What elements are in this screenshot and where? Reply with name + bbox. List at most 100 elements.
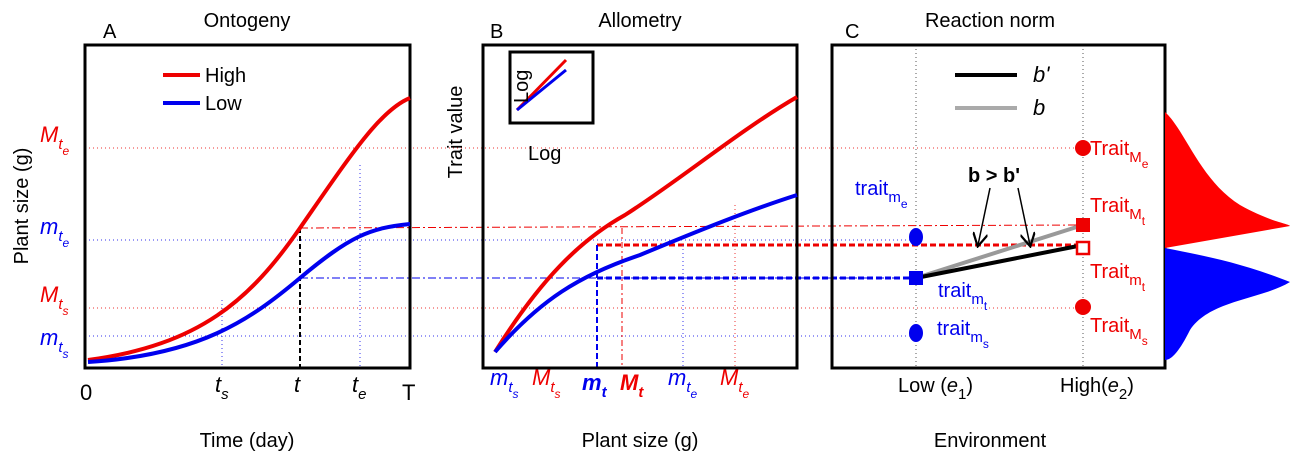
x-tick-label: Mte (720, 365, 750, 401)
label-part: 2 (1119, 386, 1127, 403)
curve-low (493, 193, 798, 354)
label-part: e (358, 386, 366, 403)
label-part: M (40, 122, 59, 147)
label-part: M (1129, 206, 1142, 223)
norm-b-prime (915, 243, 1084, 280)
label-part: t (58, 339, 63, 356)
panel-title: Allometry (598, 10, 681, 32)
y-tick-label: mte (40, 214, 70, 250)
label-part: t (984, 299, 988, 313)
label-part: m (40, 214, 58, 239)
x-tick-label: High(e2) (1060, 375, 1134, 403)
label-part: m (668, 365, 686, 390)
label-part: t (352, 372, 359, 397)
x-tick-label: mte (668, 365, 698, 401)
legend-label: b (1033, 95, 1045, 120)
label-part: m (1129, 272, 1142, 289)
x-tick-label: Low (e1) (898, 375, 973, 403)
point-label: Traitmt (1090, 261, 1146, 294)
curve-low (87, 222, 411, 364)
label-part: t (215, 372, 222, 397)
label-part: s (63, 304, 69, 318)
panel-letter: C (845, 21, 859, 43)
label-part: t (738, 379, 743, 396)
annotation: b > b' (968, 165, 1020, 187)
label-part: M (1129, 149, 1142, 166)
label-part: m (582, 370, 602, 395)
point (1075, 240, 1091, 256)
inset-label: Log (528, 143, 561, 165)
point (1075, 299, 1091, 315)
y-tick-label: mts (40, 325, 69, 361)
point (909, 271, 923, 285)
label-part: m (490, 365, 508, 390)
label-part: 1 (958, 386, 966, 403)
label-part: e (63, 236, 70, 250)
guides (85, 45, 1084, 368)
label-part: s (513, 387, 519, 401)
inset-label: Log (511, 70, 533, 103)
label-part: e (1142, 157, 1149, 171)
label-part: t (1142, 280, 1146, 294)
inset-frame (508, 50, 595, 125)
x-tick-label: t (294, 372, 301, 397)
label-part: Trait (1090, 195, 1130, 217)
label-part: s (63, 347, 69, 361)
panel-a-frame (83, 43, 412, 370)
x-tick-label: T (402, 380, 415, 405)
point (1076, 218, 1090, 232)
x-axis-label: Environment (934, 430, 1047, 452)
x-tick-label: mt (582, 370, 608, 401)
label-part: ) (966, 375, 973, 397)
label-part: Trait (1090, 138, 1130, 160)
y-axis-label: Plant size (g) (11, 148, 33, 265)
x-axis-label: Time (day) (200, 430, 295, 452)
legend-label: High (205, 65, 246, 87)
label-part: trait (938, 280, 972, 302)
label-part: trait (937, 318, 971, 340)
label-part: m (970, 329, 983, 346)
label-part: t (638, 384, 644, 401)
panel-b-frame (481, 43, 799, 370)
label-part: t (602, 384, 608, 401)
label-part: e (901, 197, 908, 211)
label-part: e (947, 375, 958, 397)
label-part: t (58, 296, 63, 313)
arrow (978, 187, 991, 245)
label-part: t (508, 379, 513, 396)
panel-letter: B (490, 21, 503, 43)
label-part: e (691, 387, 698, 401)
legend-label: b' (1033, 62, 1050, 87)
label-part: Low ( (898, 375, 947, 397)
label-part: t (1142, 214, 1146, 228)
label-part: s (1142, 334, 1148, 348)
label-part: High( (1060, 375, 1108, 397)
x-tick-label: Mts (532, 365, 561, 401)
label-part: e (1108, 375, 1119, 397)
x-axis-label: Plant size (g) (582, 430, 699, 452)
panel-title: Reaction norm (925, 10, 1055, 32)
inset-line (516, 68, 567, 112)
label-part: M (720, 365, 739, 390)
label-part: M (532, 365, 551, 390)
label-part: Trait (1090, 261, 1130, 283)
point-label: traitmt (938, 280, 988, 313)
x-tick-label: mts (490, 365, 519, 401)
point-label: TraitMs (1090, 315, 1148, 348)
distribution-high (1165, 112, 1290, 248)
label-part: Trait (1090, 315, 1130, 337)
point-label: TraitMe (1090, 138, 1149, 171)
x-tick-label: te (352, 372, 366, 403)
label-part: ) (1127, 375, 1134, 397)
legend-label: Low (205, 93, 242, 115)
x-tick-label: ts (215, 372, 229, 403)
label-part: t (58, 136, 63, 153)
point (909, 228, 923, 246)
distribution-low (1165, 248, 1290, 360)
label-part: M (620, 370, 639, 395)
label-part: t (550, 379, 555, 396)
label-part: M (40, 282, 59, 307)
x-tick-label: 0 (80, 380, 92, 405)
y-tick-label: Mts (40, 282, 69, 318)
